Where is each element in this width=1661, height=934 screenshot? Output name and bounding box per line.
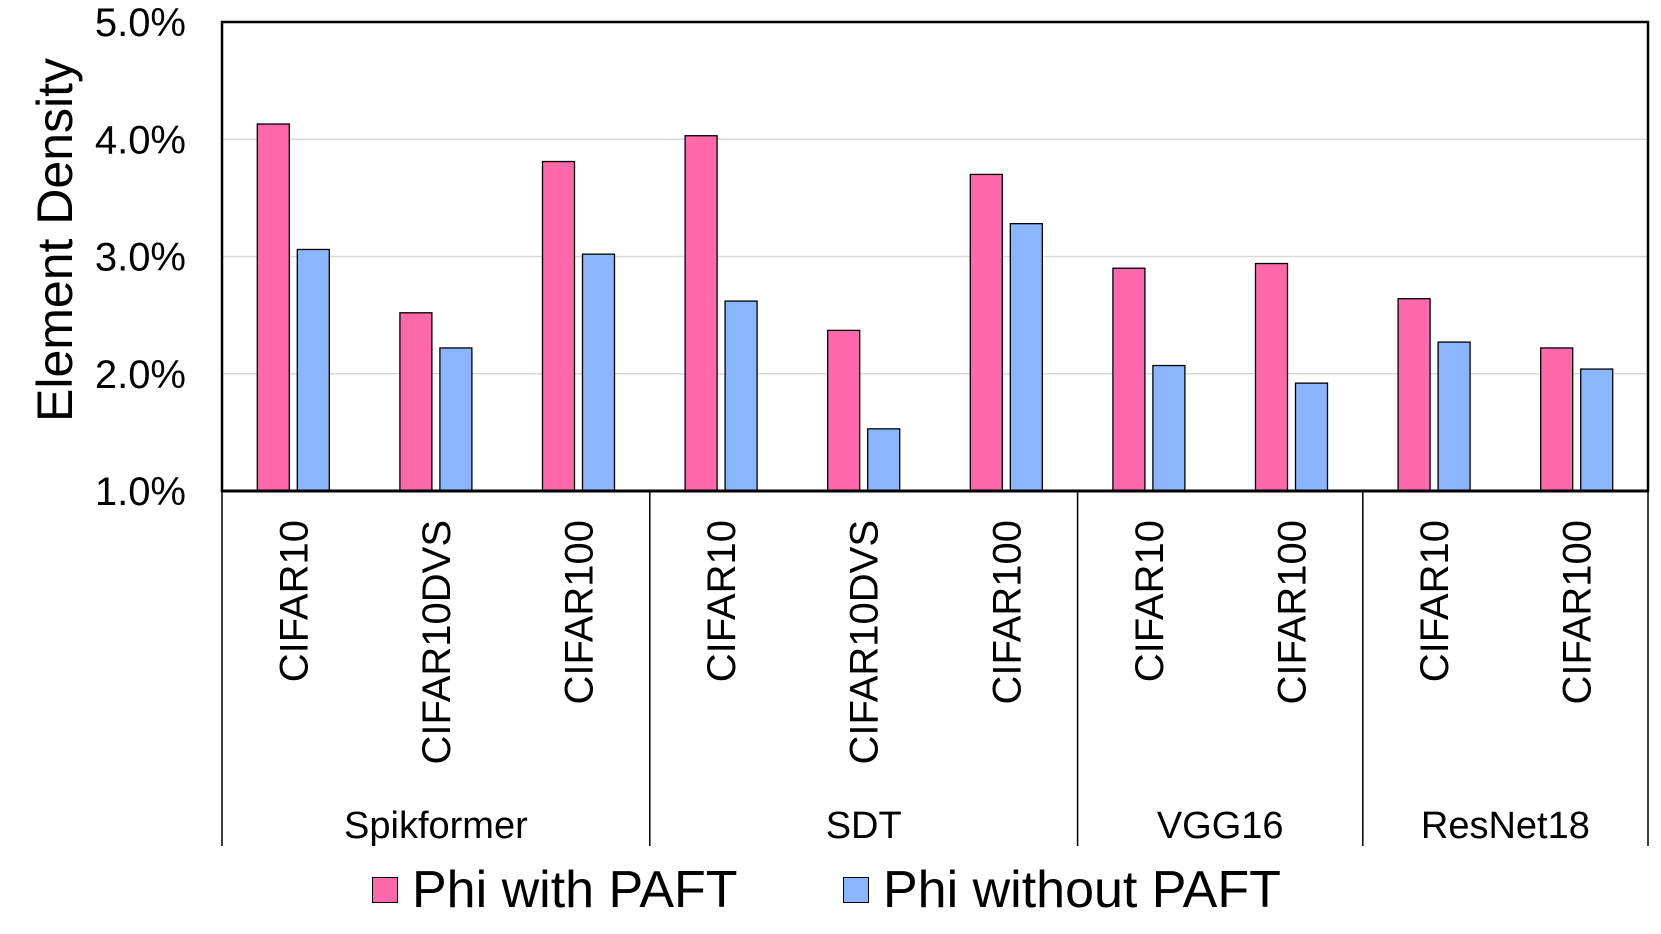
bar-without-paft-cifar100 — [1009, 223, 1043, 492]
bar-with-paft-cifar100 — [1254, 262, 1289, 492]
x-category-label: CIFAR10 — [1128, 520, 1172, 682]
bar-with-paft-cifar10dvs — [399, 312, 433, 492]
y-tick-labels: 1.0% 2.0% 3.0% 4.0% 5.0% — [95, 1, 186, 514]
bar-with-paft-cifar100 — [969, 173, 1003, 492]
group-label: VGG16 — [1157, 805, 1284, 847]
x-category-label: CIFAR10DVS — [843, 520, 887, 765]
bar-with-paft-cifar100 — [1540, 347, 1574, 492]
bar-with-paft-cifar10 — [1112, 267, 1146, 492]
bar-without-paft-cifar100 — [581, 253, 616, 492]
y-tick-label: 2.0% — [95, 353, 186, 397]
bar-without-paft-cifar10 — [1152, 364, 1186, 492]
x-category-label: CIFAR100 — [1271, 520, 1315, 705]
bar-without-paft-cifar10 — [296, 248, 330, 492]
x-category-label: CIFAR10 — [700, 520, 744, 682]
x-category-label: CIFAR100 — [985, 520, 1029, 705]
bar-without-paft-cifar100 — [1580, 368, 1614, 492]
bar-with-paft-cifar10 — [256, 123, 290, 492]
legend-swatch-blue — [843, 877, 869, 903]
x-category-label: CIFAR10 — [1413, 520, 1457, 682]
axes — [220, 20, 1650, 846]
legend-label: Phi without PAFT — [883, 861, 1281, 919]
legend: Phi with PAFT Phi without PAFT — [0, 855, 1661, 925]
legend-swatch-pink — [372, 877, 398, 903]
legend-item-series-1: Phi with PAFT — [372, 855, 738, 925]
y-tick-label: 3.0% — [95, 236, 186, 280]
group-label: Spikformer — [344, 805, 528, 847]
x-category-labels: CIFAR10 CIFAR10DVS CIFAR100 CIFAR10 CIFAR10D… — [272, 520, 1599, 765]
x-category-label: CIFAR100 — [558, 520, 602, 705]
bar-with-paft-cifar10dvs — [827, 329, 861, 492]
x-category-label: CIFAR10 — [272, 520, 316, 682]
gridlines — [222, 138, 1648, 375]
y-tick-label: 4.0% — [95, 118, 186, 162]
x-category-label: CIFAR100 — [1556, 520, 1600, 705]
group-label: SDT — [826, 805, 902, 847]
x-category-label: CIFAR10DVS — [415, 520, 459, 765]
bar-without-paft-cifar10 — [1437, 341, 1471, 492]
legend-item-series-2: Phi without PAFT — [843, 855, 1281, 925]
bar-with-paft-cifar10 — [684, 135, 718, 492]
bar-without-paft-cifar10dvs — [439, 347, 473, 492]
bar-without-paft-cifar100 — [1294, 382, 1329, 492]
y-tick-label: 1.0% — [95, 470, 186, 514]
group-label: ResNet18 — [1421, 805, 1590, 847]
bars — [256, 123, 1614, 492]
bar-without-paft-cifar10dvs — [867, 428, 901, 492]
bar-without-paft-cifar10 — [724, 300, 758, 492]
x-group-labels: Spikformer SDT VGG16 ResNet18 — [344, 805, 1590, 847]
legend-label: Phi with PAFT — [412, 861, 738, 919]
y-axis-label: Element Density — [27, 58, 83, 422]
bar-with-paft-cifar100 — [541, 160, 576, 492]
y-tick-label: 5.0% — [95, 1, 186, 45]
bar-with-paft-cifar10 — [1397, 298, 1431, 492]
